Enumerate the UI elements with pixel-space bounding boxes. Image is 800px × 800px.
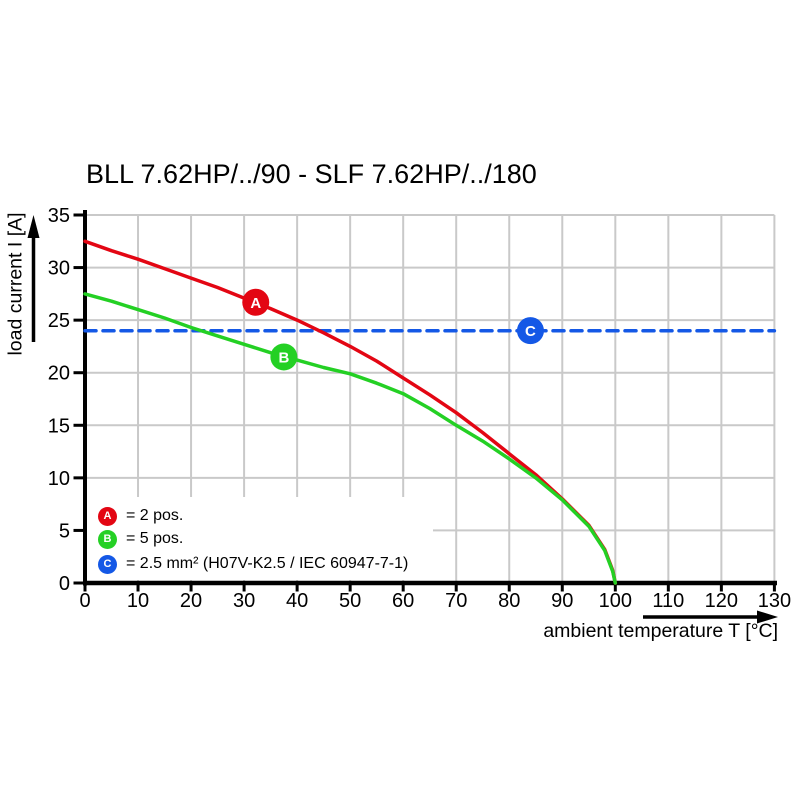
x-tick-label: 120	[705, 590, 738, 612]
legend-background	[87, 497, 433, 580]
y-tick-label: 15	[48, 415, 70, 437]
x-tick-label: 40	[286, 590, 308, 612]
legend-item-c: C = 2.5 mm² (H07V-K2.5 / IEC 60947-7-1)	[98, 554, 408, 574]
x-tick-label: 90	[551, 590, 573, 612]
legend-label-b: = 5 pos.	[126, 530, 184, 547]
x-axis-title: ambient temperature T [°C]	[543, 620, 778, 642]
y-tick-label: 35	[48, 205, 70, 227]
x-tick-label: 20	[180, 590, 202, 612]
x-tick-label: 130	[758, 590, 791, 612]
x-tick-label: 60	[392, 590, 414, 612]
x-tick-label: 100	[599, 590, 632, 612]
legend-item-b: B = 5 pos.	[98, 529, 183, 549]
curve-marker-c-label: C	[525, 323, 536, 340]
x-tick-label: 110	[652, 590, 684, 612]
legend-marker-c-icon: C	[98, 554, 117, 574]
y-tick-label: 5	[59, 520, 70, 542]
legend-label-c: = 2.5 mm² (H07V-K2.5 / IEC 60947-7-1)	[126, 555, 409, 572]
legend-marker-b-icon: B	[98, 529, 117, 549]
curve-marker-c	[516, 317, 544, 345]
y-axis-arrowhead-icon	[27, 215, 40, 238]
curve-marker-a-label: A	[250, 295, 261, 312]
legend-label-a: = 2 pos.	[126, 507, 184, 524]
x-tick-label: 30	[233, 590, 255, 612]
x-tick-label: 70	[445, 590, 467, 612]
y-tick-label: 0	[59, 573, 70, 595]
curve-marker-b-label: B	[278, 349, 289, 366]
x-tick-label: 80	[498, 590, 520, 612]
y-tick-label: 25	[48, 310, 70, 332]
x-tick-label: 10	[127, 590, 149, 612]
legend-marker-a-icon: A	[98, 506, 117, 526]
x-tick-label: 0	[79, 590, 90, 612]
series-b-line	[83, 292, 618, 585]
y-tick-label: 10	[48, 468, 70, 490]
x-tick-label: 50	[339, 590, 361, 612]
legend-item-a: A = 2 pos.	[98, 506, 183, 526]
curve-marker-a	[242, 288, 270, 316]
chart-title: BLL 7.62HP/../90 - SLF 7.62HP/../180	[86, 159, 537, 189]
y-tick-label: 20	[48, 363, 70, 385]
curve-marker-b	[270, 343, 298, 371]
x-axis-arrowhead-icon	[757, 610, 778, 624]
y-axis-title: load current I [A]	[4, 212, 27, 356]
y-tick-label: 30	[48, 258, 70, 280]
